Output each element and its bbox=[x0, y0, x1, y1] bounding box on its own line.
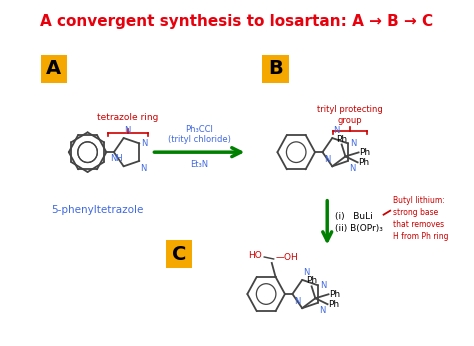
Text: N: N bbox=[324, 155, 330, 164]
FancyBboxPatch shape bbox=[41, 55, 67, 83]
Text: N: N bbox=[349, 164, 356, 173]
Text: trityl protecting
group: trityl protecting group bbox=[317, 105, 383, 125]
Text: Ph: Ph bbox=[336, 135, 347, 144]
Text: N: N bbox=[333, 126, 339, 135]
Text: C: C bbox=[172, 245, 186, 264]
Text: Ph₃CCl
(trityl chloride): Ph₃CCl (trityl chloride) bbox=[168, 125, 231, 144]
Text: A: A bbox=[46, 60, 61, 78]
Text: Ph: Ph bbox=[328, 300, 340, 309]
Text: N: N bbox=[350, 139, 356, 148]
Text: 5-phenyltetrazole: 5-phenyltetrazole bbox=[51, 205, 143, 215]
Text: N: N bbox=[141, 139, 147, 148]
Text: Ph: Ph bbox=[358, 158, 370, 167]
Text: (i)   BuLi: (i) BuLi bbox=[335, 212, 373, 221]
Text: NH: NH bbox=[110, 154, 123, 163]
Text: —OH: —OH bbox=[275, 254, 298, 263]
Text: N: N bbox=[294, 297, 301, 306]
Text: N: N bbox=[125, 126, 131, 135]
FancyBboxPatch shape bbox=[263, 55, 289, 83]
Text: B: B bbox=[268, 60, 283, 78]
Text: N: N bbox=[140, 164, 147, 173]
Text: Ph: Ph bbox=[329, 290, 340, 299]
Text: Et₃N: Et₃N bbox=[191, 160, 209, 169]
Text: tetrazole ring: tetrazole ring bbox=[97, 113, 159, 122]
Text: (ii) B(OPr)₃: (ii) B(OPr)₃ bbox=[335, 224, 383, 233]
Text: Ph: Ph bbox=[306, 276, 317, 285]
Text: N: N bbox=[303, 268, 310, 277]
Text: Butyl lithium:
strong base
that removes
H from Ph ring: Butyl lithium: strong base that removes … bbox=[393, 197, 448, 241]
Text: N: N bbox=[320, 281, 326, 290]
Text: HO: HO bbox=[249, 251, 263, 260]
Text: N: N bbox=[319, 306, 325, 315]
FancyBboxPatch shape bbox=[165, 240, 192, 268]
Text: Ph: Ph bbox=[359, 148, 371, 157]
Text: A convergent synthesis to losartan: A → B → C: A convergent synthesis to losartan: A → … bbox=[40, 14, 434, 29]
